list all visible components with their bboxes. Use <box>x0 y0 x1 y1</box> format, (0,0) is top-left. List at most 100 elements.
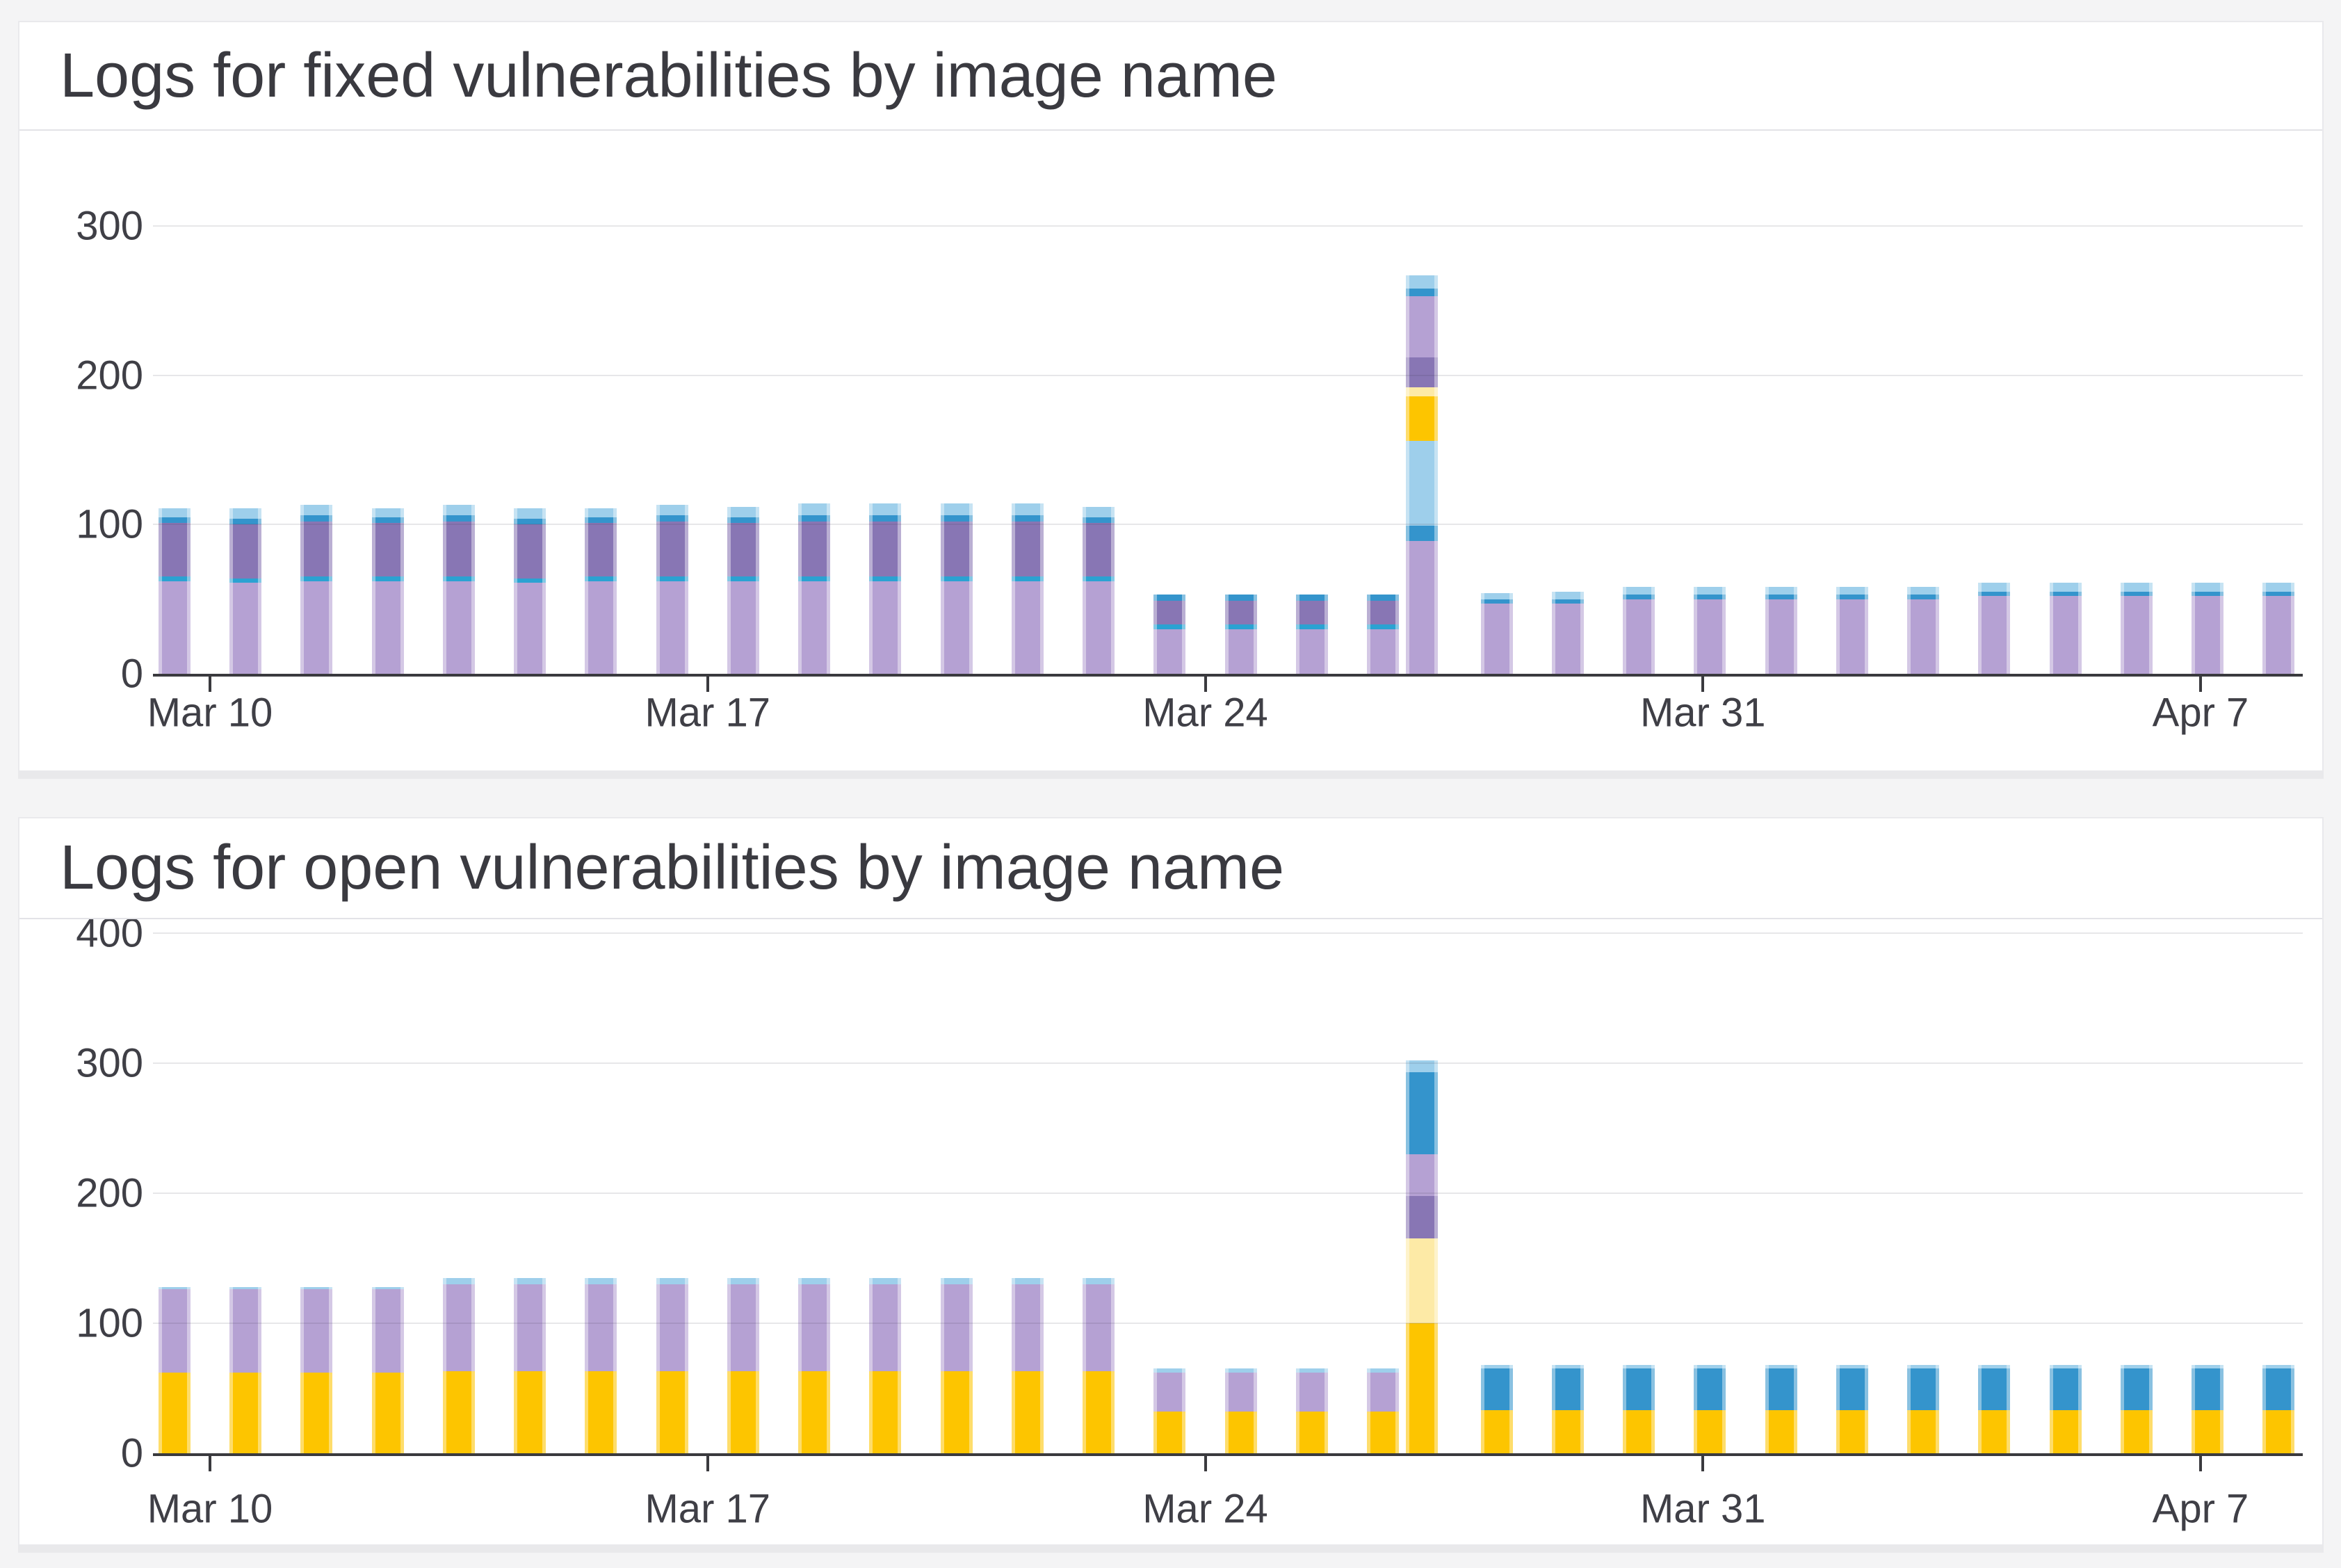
bar-segment[interactable] <box>2192 1364 2224 1369</box>
bar-segment[interactable] <box>869 1371 902 1453</box>
bar-segment[interactable] <box>514 578 546 583</box>
bar-segment[interactable] <box>1836 1364 1868 1369</box>
bar-segment[interactable] <box>1011 515 1044 522</box>
bar-segment[interactable] <box>1011 1284 1044 1372</box>
bar-segment[interactable] <box>371 576 404 581</box>
bar-segment[interactable] <box>727 1277 759 1284</box>
bar-segment[interactable] <box>514 508 546 519</box>
bar-segment[interactable] <box>585 576 617 581</box>
bar-segment[interactable] <box>1406 1238 1439 1323</box>
bar-segment[interactable] <box>1694 599 1726 674</box>
bar-segment[interactable] <box>158 581 191 674</box>
bar-segment[interactable] <box>798 1277 831 1284</box>
bar-segment[interactable] <box>371 581 404 674</box>
bar-segment[interactable] <box>2192 583 2224 592</box>
bar-segment[interactable] <box>1551 604 1584 674</box>
bar-segment[interactable] <box>1406 1060 1439 1073</box>
bar-segment[interactable] <box>940 1371 973 1453</box>
stacked-bar[interactable] <box>2262 1364 2295 1454</box>
bar-segment[interactable] <box>727 1371 759 1453</box>
stacked-bar[interactable] <box>158 1286 191 1454</box>
bar-segment[interactable] <box>229 1286 262 1290</box>
bar-segment[interactable] <box>2049 591 2082 597</box>
stacked-bar[interactable] <box>1978 583 2011 674</box>
stacked-bar[interactable] <box>1623 1364 1655 1454</box>
bar-segment[interactable] <box>1907 1410 1940 1453</box>
bar-segment[interactable] <box>1978 1364 2011 1369</box>
bar-segment[interactable] <box>1480 1410 1513 1453</box>
bar-segment[interactable] <box>1367 629 1400 674</box>
bar-segment[interactable] <box>940 576 973 581</box>
bar-segment[interactable] <box>1836 587 1868 595</box>
bar-segment[interactable] <box>1153 624 1186 629</box>
bar-segment[interactable] <box>1406 526 1439 541</box>
bar-segment[interactable] <box>1551 599 1584 604</box>
stacked-bar[interactable] <box>442 505 475 674</box>
bar-segment[interactable] <box>1551 1368 1584 1411</box>
bar-segment[interactable] <box>1153 1373 1186 1412</box>
bar-segment[interactable] <box>1694 595 1726 599</box>
bar-segment[interactable] <box>1406 357 1439 387</box>
bar-segment[interactable] <box>798 1284 831 1372</box>
bar-segment[interactable] <box>1153 629 1186 674</box>
stacked-bar[interactable] <box>514 508 546 674</box>
bar-segment[interactable] <box>1551 1364 1584 1369</box>
bar-segment[interactable] <box>940 503 973 516</box>
bar-segment[interactable] <box>371 517 404 524</box>
bar-segment[interactable] <box>2262 1368 2295 1411</box>
bar-segment[interactable] <box>2120 1368 2153 1411</box>
bar-segment[interactable] <box>1694 1368 1726 1411</box>
bar-segment[interactable] <box>1011 1277 1044 1284</box>
bar-segment[interactable] <box>158 517 191 524</box>
stacked-bar[interactable] <box>798 503 831 674</box>
bar-segment[interactable] <box>1011 503 1044 516</box>
bar-segment[interactable] <box>727 581 759 674</box>
bar-segment[interactable] <box>1406 1323 1439 1453</box>
bar-segment[interactable] <box>656 576 688 581</box>
bar-segment[interactable] <box>1083 581 1115 674</box>
bar-segment[interactable] <box>940 581 973 674</box>
bar-segment[interactable] <box>1406 1195 1439 1239</box>
bar-segment[interactable] <box>1011 1371 1044 1453</box>
bar-segment[interactable] <box>229 1289 262 1373</box>
stacked-bar[interactable] <box>1295 1368 1328 1453</box>
bar-segment[interactable] <box>442 576 475 581</box>
stacked-bar[interactable] <box>798 1277 831 1454</box>
bar-segment[interactable] <box>1907 1364 1940 1369</box>
bar-segment[interactable] <box>442 515 475 522</box>
stacked-bar[interactable] <box>300 1286 333 1454</box>
bar-segment[interactable] <box>2120 583 2153 592</box>
stacked-bar[interactable] <box>1623 587 1655 674</box>
bar-segment[interactable] <box>514 1371 546 1453</box>
bar-segment[interactable] <box>1480 604 1513 674</box>
bar-segment[interactable] <box>869 503 902 516</box>
bar-segment[interactable] <box>1083 576 1115 581</box>
bar-segment[interactable] <box>656 522 688 577</box>
stacked-bar[interactable] <box>229 508 262 674</box>
bar-segment[interactable] <box>514 1284 546 1372</box>
bar-segment[interactable] <box>371 1289 404 1373</box>
bar-segment[interactable] <box>1083 1277 1115 1284</box>
bar-segment[interactable] <box>1224 1412 1257 1453</box>
bar-segment[interactable] <box>1367 1412 1400 1453</box>
bar-segment[interactable] <box>1836 1368 1868 1411</box>
bar-segment[interactable] <box>1623 1410 1655 1453</box>
bar-segment[interactable] <box>798 522 831 577</box>
stacked-bar[interactable] <box>2049 1364 2082 1454</box>
bar-segment[interactable] <box>1011 576 1044 581</box>
bar-segment[interactable] <box>585 1371 617 1453</box>
bar-segment[interactable] <box>585 517 617 524</box>
bar-segment[interactable] <box>300 505 333 516</box>
bar-segment[interactable] <box>1224 1368 1257 1373</box>
stacked-bar[interactable] <box>1694 587 1726 674</box>
stacked-bar[interactable] <box>1153 1368 1186 1453</box>
bar-segment[interactable] <box>656 515 688 522</box>
stacked-bar[interactable] <box>2192 1364 2224 1454</box>
bar-segment[interactable] <box>300 1286 333 1290</box>
bar-segment[interactable] <box>1694 1410 1726 1453</box>
bar-segment[interactable] <box>1367 595 1400 601</box>
bar-segment[interactable] <box>229 1373 262 1453</box>
bar-segment[interactable] <box>1480 1364 1513 1369</box>
bar-segment[interactable] <box>2049 1410 2082 1453</box>
bar-segment[interactable] <box>229 583 262 674</box>
